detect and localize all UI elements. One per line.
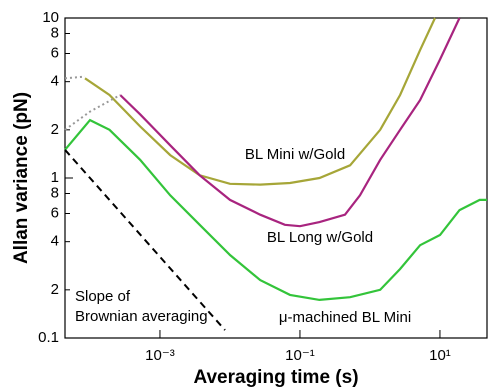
y-tick-label: 0.1 <box>38 329 59 346</box>
x-tick-label: 10⁻³ <box>145 347 175 364</box>
series-line <box>64 94 121 131</box>
series-line <box>64 149 226 331</box>
series-label: BL Mini w/Gold <box>245 146 345 163</box>
series-line <box>84 17 436 186</box>
series-line <box>64 75 86 80</box>
y-tick-label: 6 <box>51 44 59 61</box>
series-line <box>64 118 487 302</box>
y-tick-label: 4 <box>51 233 59 250</box>
x-tick-label: 10¹ <box>429 347 451 364</box>
annotation: Brownian averaging <box>75 308 208 325</box>
x-axis-label: Averaging time (s) <box>193 367 358 388</box>
y-tick-label: 6 <box>51 204 59 221</box>
y-tick-label: 8 <box>51 24 59 41</box>
x-tick-label: 10⁻¹ <box>285 347 315 364</box>
annotation: Slope of <box>75 288 131 305</box>
series-line <box>119 17 461 228</box>
y-tick-label: 4 <box>51 73 59 90</box>
y-tick-label: 10 <box>42 9 59 26</box>
y-tick-label: 1 <box>51 169 59 186</box>
y-tick-label: 2 <box>51 121 59 138</box>
series-label: μ-machined BL Mini <box>279 309 411 326</box>
y-axis-label: Allan variance (pN) <box>11 92 32 264</box>
y-tick-label: 8 <box>51 184 59 201</box>
y-tick-label: 2 <box>51 281 59 298</box>
series-label: BL Long w/Gold <box>267 229 373 246</box>
